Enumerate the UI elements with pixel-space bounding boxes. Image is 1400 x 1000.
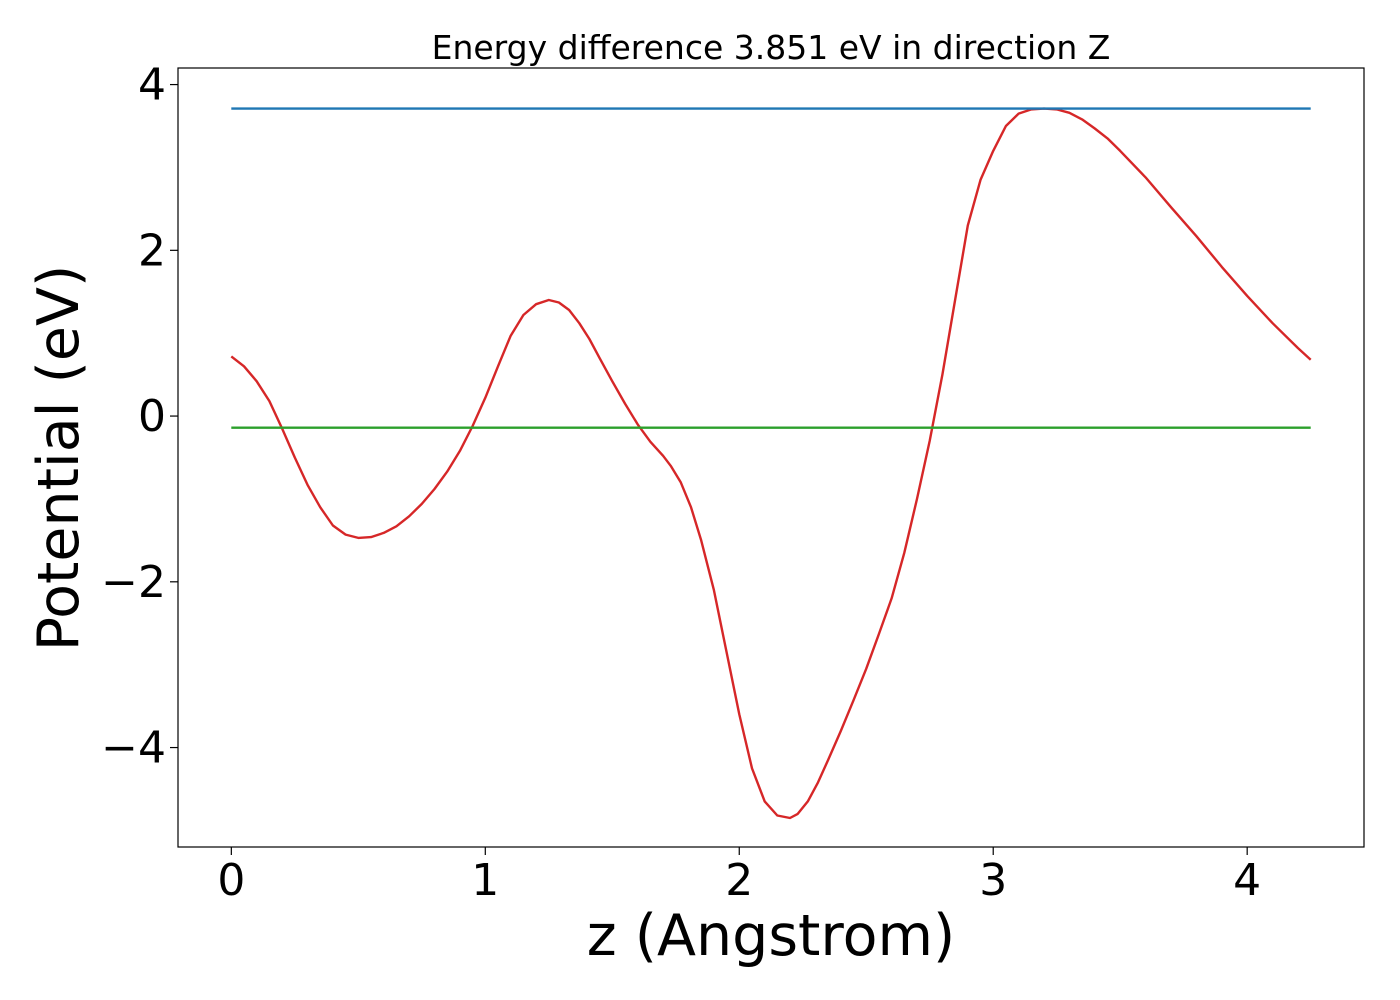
chart-title: Energy difference 3.851 eV in direction … [432,28,1111,67]
x-axis-label: z (Angstrom) [587,903,955,969]
x-tick-label: 0 [217,855,245,906]
x-tick-label: 4 [1233,855,1261,906]
x-tick-label: 3 [979,855,1007,906]
x-tick-label: 2 [725,855,753,906]
x-tick-label: 1 [471,855,499,906]
y-tick-label: −2 [101,557,166,608]
plot-area [177,67,1365,848]
series-line-0 [230,107,1312,820]
plot-frame [177,67,1365,848]
y-tick-label: 0 [138,391,166,442]
series-layer [230,107,1312,820]
x-axis: 0 1 2 3 4 [217,847,1261,906]
y-axis-label: Potential (eV) [26,265,92,651]
y-axis: −4 −2 0 2 4 [101,60,178,774]
y-tick-label: −4 [101,723,166,774]
y-tick-label: 2 [138,225,166,276]
y-tick-label: 4 [138,60,166,111]
